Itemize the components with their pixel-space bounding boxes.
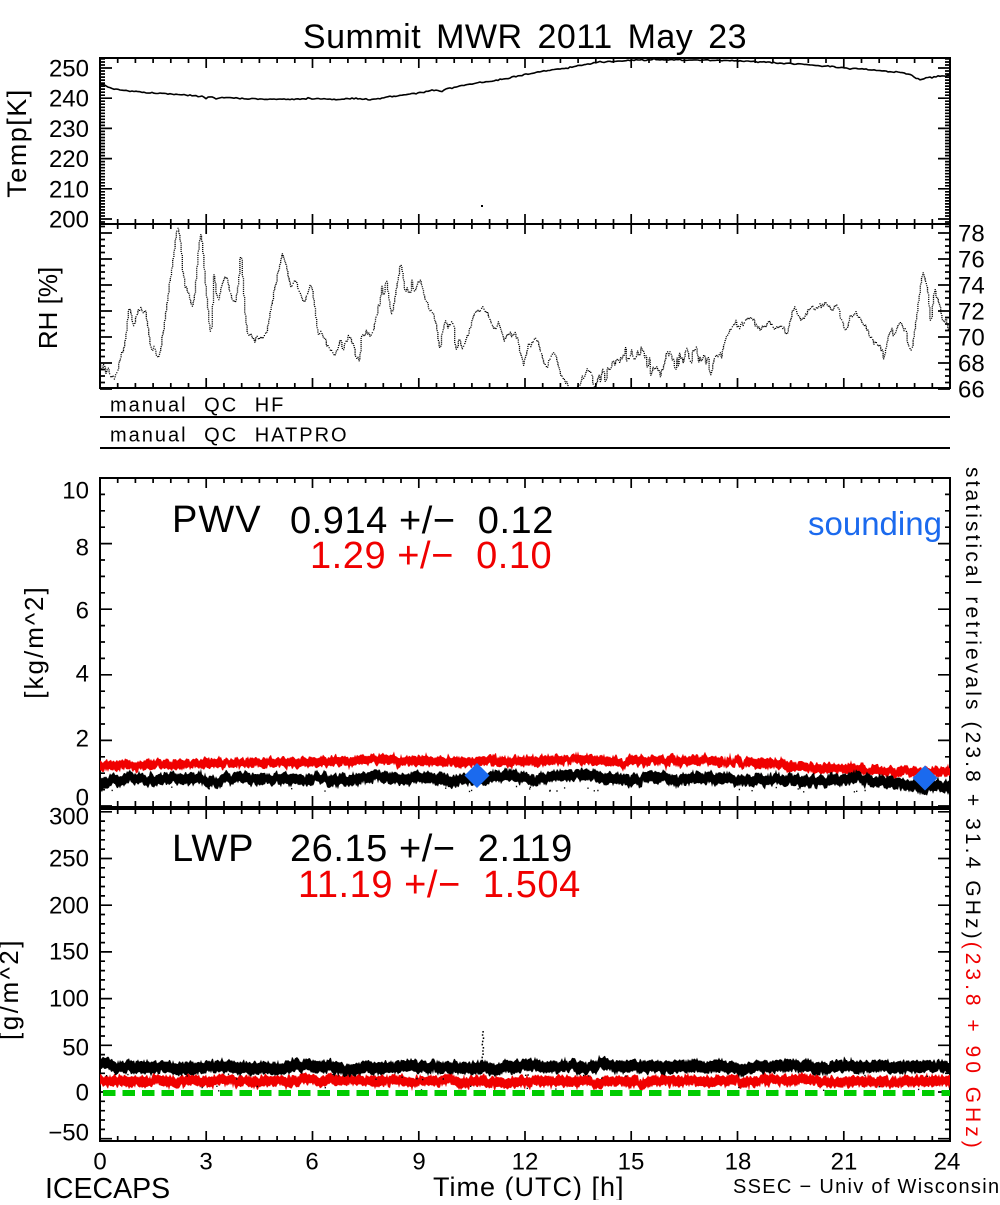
svg-text:70: 70 [958, 325, 985, 352]
svg-text:78: 78 [958, 221, 985, 248]
svg-text:11.19 +/− 1.504: 11.19 +/− 1.504 [298, 864, 581, 906]
svg-text:50: 50 [62, 1035, 89, 1062]
svg-text:24: 24 [934, 1149, 961, 1176]
svg-text:4: 4 [76, 661, 89, 688]
svg-text:[g/m^2]: [g/m^2] [0, 938, 24, 1040]
svg-text:74: 74 [958, 273, 985, 300]
svg-text:Summit MWR 2011 May 23: Summit MWR 2011 May 23 [303, 18, 747, 56]
svg-text:0: 0 [93, 1149, 106, 1176]
svg-text:manual QC HATPRO: manual QC HATPRO [110, 425, 349, 447]
svg-text:sounding: sounding [808, 505, 942, 542]
svg-text:66: 66 [958, 377, 985, 404]
svg-text:72: 72 [958, 299, 985, 326]
svg-text:0: 0 [76, 1080, 89, 1107]
svg-text:PWV: PWV [172, 499, 262, 541]
svg-text:2: 2 [76, 726, 89, 753]
svg-text:LWP: LWP [172, 828, 255, 870]
svg-text:−50: −50 [48, 1120, 89, 1147]
svg-text:21: 21 [831, 1149, 858, 1176]
svg-text:10: 10 [62, 478, 89, 505]
svg-text:SSEC − Univ of Wisconsin: SSEC − Univ of Wisconsin [733, 1176, 1000, 1198]
svg-text:[kg/m^2]: [kg/m^2] [19, 585, 49, 698]
svg-text:230: 230 [49, 116, 89, 143]
svg-text:6: 6 [76, 598, 89, 625]
svg-text:6: 6 [305, 1149, 318, 1176]
svg-text:26.15 +/− 2.119: 26.15 +/− 2.119 [290, 828, 573, 870]
svg-text:200: 200 [49, 893, 89, 920]
svg-text:Temp[K]: Temp[K] [2, 88, 32, 198]
svg-text:12: 12 [512, 1149, 539, 1176]
svg-text:250: 250 [49, 846, 89, 873]
svg-text:15: 15 [618, 1149, 645, 1176]
svg-text:0.914 +/− 0.12: 0.914 +/− 0.12 [290, 500, 554, 542]
svg-text:ICECAPS: ICECAPS [45, 1173, 170, 1200]
svg-text:100: 100 [49, 986, 89, 1013]
svg-text:statistical retrievals (23.8 +: statistical retrievals (23.8 + 31.4 GHz)… [961, 467, 984, 1152]
svg-text:150: 150 [49, 939, 89, 966]
svg-text:3: 3 [199, 1149, 212, 1176]
svg-text:18: 18 [725, 1149, 752, 1176]
svg-text:240: 240 [49, 86, 89, 113]
svg-text:200: 200 [49, 207, 89, 234]
svg-text:9: 9 [412, 1149, 425, 1176]
svg-text:RH [%]: RH [%] [33, 267, 63, 349]
svg-text:manual QC HF: manual QC HF [110, 395, 285, 417]
svg-text:1.29 +/− 0.10: 1.29 +/− 0.10 [310, 535, 552, 577]
svg-text:300: 300 [49, 804, 89, 831]
svg-text:Time (UTC) [h]: Time (UTC) [h] [433, 1172, 625, 1200]
svg-text:8: 8 [76, 535, 89, 562]
svg-text:68: 68 [958, 351, 985, 378]
svg-text:220: 220 [49, 146, 89, 173]
svg-text:0: 0 [76, 785, 89, 812]
svg-text:76: 76 [958, 247, 985, 274]
svg-text:210: 210 [49, 176, 89, 203]
svg-text:250: 250 [49, 56, 89, 83]
